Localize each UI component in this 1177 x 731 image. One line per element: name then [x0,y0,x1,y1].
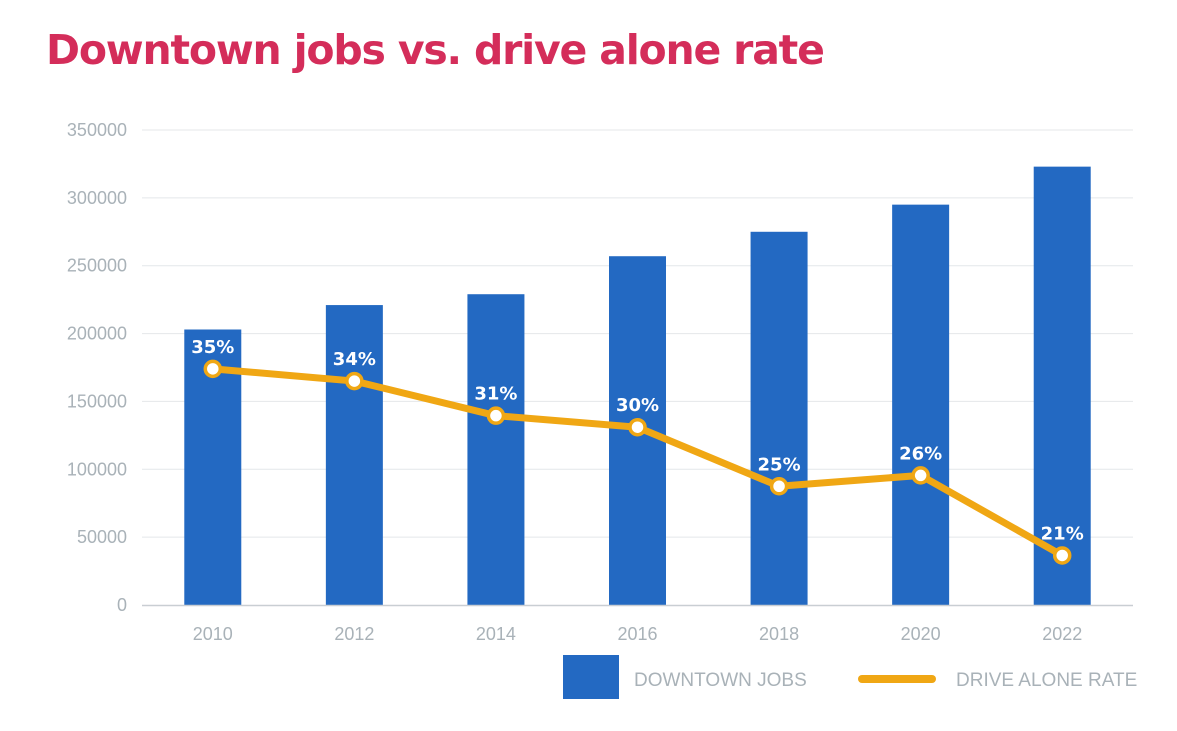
y-tick-label: 50000 [77,527,127,547]
x-tick-label: 2020 [901,624,941,644]
y-tick-label: 100000 [67,459,127,479]
data-label: 35% [191,337,234,358]
data-labels: 35% 34% 31% 30% 25% 26% 21% [191,337,1084,545]
y-tick-label: 0 [117,595,127,615]
x-tick-label: 2010 [193,624,233,644]
bar [892,204,950,605]
data-label: 31% [474,384,517,405]
data-label: 30% [616,395,659,416]
data-label: 21% [1041,523,1084,544]
legend-label-downtown-jobs: DOWNTOWN JOBS [634,670,807,691]
y-axis-ticks: 0 50000 100000 150000 200000 250000 300000 3500… [67,120,127,615]
bar-series-downtown-jobs [184,166,1091,606]
data-point [911,466,930,485]
data-point [486,406,506,425]
y-tick-label: 200000 [67,324,127,344]
data-point [769,477,789,496]
data-label: 25% [758,454,801,475]
x-tick-label: 2018 [759,624,799,644]
data-point [1052,546,1072,565]
x-tick-label: 2016 [617,624,657,644]
data-point [628,417,647,437]
data-point [345,371,364,391]
x-axis-ticks: 2010 2012 2014 2016 2018 2020 2022 [193,624,1082,644]
bar [750,231,808,606]
legend: DOWNTOWN JOBS DRIVE ALONE RATE [563,655,1137,699]
data-label: 34% [333,349,376,370]
bar [1033,166,1091,605]
line-series-drive-alone-rate [203,359,1072,565]
x-tick-label: 2014 [476,624,516,644]
data-point [203,359,223,379]
y-tick-label: 250000 [67,256,127,276]
legend-swatch-downtown-jobs [563,655,619,699]
x-tick-label: 2012 [334,624,374,644]
x-tick-label: 2022 [1042,624,1082,644]
chart-title: Downtown jobs vs. drive alone rate [46,26,825,74]
legend-label-drive-alone-rate: DRIVE ALONE RATE [956,670,1137,691]
data-label: 26% [899,443,942,464]
y-tick-label: 300000 [67,188,127,208]
bar [325,305,383,605]
bar [467,294,525,605]
y-tick-label: 150000 [67,391,127,411]
y-tick-label: 350000 [67,120,127,140]
